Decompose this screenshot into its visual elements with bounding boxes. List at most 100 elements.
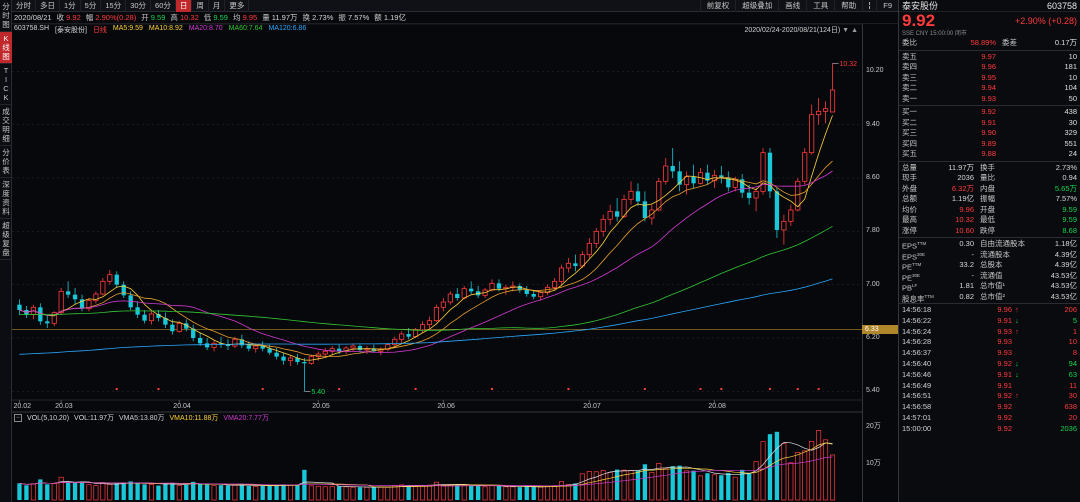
volume-bar-98 xyxy=(697,475,703,501)
fundamental-label: EPSTTM xyxy=(902,239,936,251)
close-value: 9.92 xyxy=(66,13,81,22)
x-label-3: 20.05 xyxy=(312,403,330,410)
arrow-down-icon: ↓ xyxy=(1015,315,1019,325)
volume-bar-0 xyxy=(17,483,22,500)
volume-bar-111 xyxy=(788,462,794,501)
fundamental-label-sup: 30E xyxy=(917,251,926,257)
volume-bar-90 xyxy=(642,464,648,500)
tool-button-0[interactable]: 前复权 xyxy=(699,0,736,12)
period-tab-0[interactable]: 分时 xyxy=(12,0,36,12)
period-tab-10[interactable]: 更多 xyxy=(225,0,250,12)
candle-body-19 xyxy=(148,313,155,322)
volume-bar-102 xyxy=(726,473,731,500)
bid-row[interactable]: 买二 9.91 30 xyxy=(899,118,1080,129)
volume-bar-39 xyxy=(287,484,293,501)
rail-item-6[interactable]: 超级复盘 xyxy=(0,219,12,260)
volume-bar-3 xyxy=(38,479,43,500)
fundamental-label: 股息率TTM xyxy=(902,292,936,304)
ask-row[interactable]: 卖二 9.94 104 xyxy=(899,83,1080,94)
volume-bar-114 xyxy=(809,440,815,501)
volume-bar-10 xyxy=(86,484,92,501)
event-marker-9 xyxy=(720,388,723,390)
tool-button-2[interactable]: 画线 xyxy=(778,0,806,12)
ask-row[interactable]: 卖三 9.95 10 xyxy=(899,73,1080,84)
ask-row[interactable]: 卖一 9.93 50 xyxy=(899,94,1080,105)
tool-button-1[interactable]: 超级叠加 xyxy=(735,0,778,12)
period-tab-1[interactable]: 多日 xyxy=(36,0,60,12)
price-change: +2.90% (+0.28) xyxy=(1014,16,1077,26)
period-tab-3[interactable]: 5分 xyxy=(81,0,102,12)
period-tab-8[interactable]: 周 xyxy=(192,0,209,12)
fundamental-label-main: PB xyxy=(902,283,913,293)
x-label-0: 20.02 xyxy=(13,403,31,410)
amplitude-value: 7.57% xyxy=(347,13,370,22)
period-tab-7[interactable]: 日 xyxy=(175,0,193,12)
tick-row: 14:56:24 9.93 ↑ 1 xyxy=(899,327,1080,338)
candle-body-59 xyxy=(426,320,433,326)
vol-legend-vma10: VMA10:11.88万 xyxy=(169,415,219,422)
rail-item-5[interactable]: 深度资料 xyxy=(0,178,12,219)
fundamental-label-sup: LF xyxy=(912,283,918,288)
event-marker-12 xyxy=(817,388,820,390)
rail-item-0[interactable]: 分时图 xyxy=(0,0,12,32)
grid-icon[interactable] xyxy=(862,0,876,12)
period-tab-9[interactable]: 月 xyxy=(209,0,226,12)
bid-row[interactable]: 买四 9.89 551 xyxy=(899,139,1080,150)
volume-bar-105 xyxy=(746,472,752,500)
volume-bar-117 xyxy=(830,454,836,501)
stat-value: 6.32万 xyxy=(951,183,974,193)
period-tab-2[interactable]: 1分 xyxy=(60,0,81,12)
bid-volume: 30 xyxy=(1068,117,1077,127)
volume-bar-1 xyxy=(24,485,29,500)
ask-row[interactable]: 卖四 9.96 181 xyxy=(899,62,1080,73)
tick-list[interactable]: 14:56:18 9.96 ↑ 206 14:56:22 9.91 ↓ 5 14:56:24 9.… xyxy=(899,305,1080,435)
volume-bar-68 xyxy=(489,485,495,501)
quote-strip: 2020/08/21 收 9.92 幅 2.90%(0.28) 开 9.59 高… xyxy=(12,12,898,24)
candle-body-34 xyxy=(253,345,259,350)
stat-value: 5.65万 xyxy=(1054,183,1077,193)
high-label: 高 xyxy=(170,13,178,22)
chevron-up-icon[interactable]: ▲ xyxy=(851,27,858,34)
volume-bar-75 xyxy=(538,486,544,501)
stat-label: 振幅 xyxy=(980,194,995,203)
kline-chart[interactable]: 10.32 5.40 20.02 20.03 20.04 20.05 20.06 20.07 2… xyxy=(12,24,862,501)
tick-price: 9.92 xyxy=(997,402,1012,412)
period-tab-6[interactable]: 60分 xyxy=(151,0,176,12)
arrow-up-icon: ↑ xyxy=(1015,305,1019,314)
tick-price: 9.92 xyxy=(997,391,1012,401)
period-tab-5[interactable]: 30分 xyxy=(126,0,152,12)
tick-price: 9.92 xyxy=(997,423,1012,433)
volume-bar-81 xyxy=(579,473,585,501)
bid-price: 9.92 xyxy=(981,107,996,116)
rail-item-3[interactable]: 成交明细 xyxy=(0,105,12,146)
candle-body-109 xyxy=(774,191,780,230)
bid-price: 9.89 xyxy=(981,138,996,148)
f9-button[interactable]: F9 xyxy=(876,0,898,12)
rail-item-4[interactable]: 分价表 xyxy=(0,146,12,178)
volume-bar-58 xyxy=(420,485,426,501)
ask-row[interactable]: 卖五 9.97 10 xyxy=(899,52,1080,63)
tool-button-4[interactable]: 帮助 xyxy=(834,0,862,12)
collapse-icon[interactable]: − xyxy=(14,414,22,422)
kline-svg[interactable]: 10.32 5.40 20.02 20.03 20.04 20.05 20.06 20.07 2… xyxy=(12,24,862,502)
tool-button-3[interactable]: 工具 xyxy=(806,0,834,12)
bid-label: 买一 xyxy=(902,107,917,116)
candle-body-65 xyxy=(469,288,474,292)
stat-label: 开盘 xyxy=(980,204,995,214)
stat-label: 最低 xyxy=(980,215,995,224)
candle-body-102 xyxy=(726,178,731,188)
dropdown-icon[interactable]: ▼ xyxy=(842,27,850,34)
tick-volume: 94 xyxy=(1068,358,1077,368)
stat-value: 11.97万 xyxy=(948,162,974,172)
tick-volume: 11 xyxy=(1069,380,1077,390)
ratio-label: 委比 xyxy=(902,38,917,47)
stat-label: 量比 xyxy=(980,173,995,182)
period-tab-4[interactable]: 15分 xyxy=(101,0,127,12)
volume-bar-65 xyxy=(469,485,474,500)
date-range[interactable]: 2020/02/24-2020/08/21(124日) ▼ ▲ xyxy=(744,25,858,35)
bid-row[interactable]: 买五 9.88 24 xyxy=(899,149,1080,160)
bid-row[interactable]: 买三 9.90 329 xyxy=(899,128,1080,139)
bid-row[interactable]: 买一 9.92 438 xyxy=(899,107,1080,118)
